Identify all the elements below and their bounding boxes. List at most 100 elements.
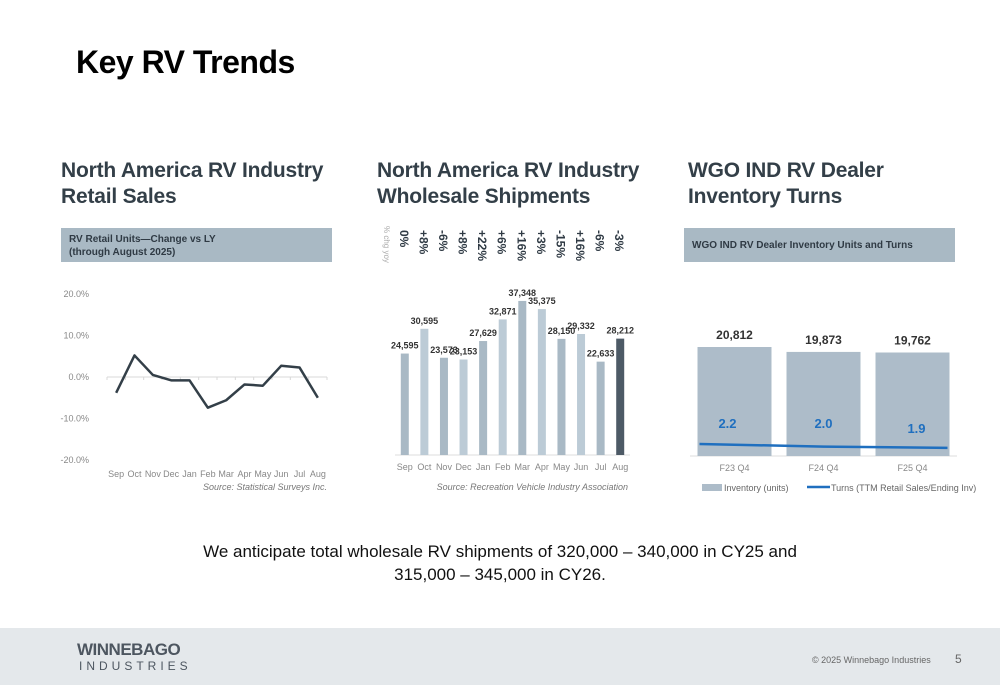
inventory-combo-chart: 20,812 F23 Q4 19,873 F24 Q4 19,762 F25 Q4 2.2 2… <box>690 328 976 493</box>
inventory-bar <box>697 347 772 456</box>
yoy-change-label: -15% <box>553 230 567 258</box>
bar-value-label: 37,348 <box>509 288 537 298</box>
inventory-value-label: 20,812 <box>716 328 753 342</box>
turns-value-label: 2.0 <box>814 416 832 431</box>
bar-value-label: 27,629 <box>469 328 497 338</box>
y-tick-label: -10.0% <box>60 414 89 424</box>
yoy-change-label: -6% <box>436 230 450 252</box>
x-tick-label: Feb <box>495 462 511 472</box>
x-tick-label: May <box>553 462 571 472</box>
yoy-change-label: +22% <box>475 230 489 261</box>
retail-line-chart: 20.0% 10.0% 0.0% -10.0% -20.0% Sep Oct Nov Dec Ja… <box>60 289 328 492</box>
yoy-change-label: +8% <box>456 230 470 255</box>
shipment-bar <box>498 319 507 455</box>
copyright-text: © 2025 Winnebago Industries <box>812 655 931 665</box>
yoy-change-label: -3% <box>612 230 626 252</box>
yoy-change-label: +16% <box>573 230 587 261</box>
chart-source: Source: Recreation Vehicle Industry Asso… <box>437 482 628 492</box>
bar-value-label: 23,153 <box>450 346 478 356</box>
inventory-value-label: 19,762 <box>894 333 931 347</box>
x-tick-label: Jul <box>595 462 607 472</box>
x-tick-label: Apr <box>535 462 549 472</box>
bar-value-label: 24,595 <box>391 341 419 351</box>
wholesale-title-line2: Wholesale Shipments <box>377 185 591 208</box>
x-tick-label: Apr <box>237 469 251 479</box>
x-tick-label: Sep <box>108 469 124 479</box>
x-tick-label: Jul <box>294 469 306 479</box>
footer-bar <box>0 628 1000 685</box>
yoy-change-label: +3% <box>534 230 548 255</box>
bar-value-label: 28,150 <box>548 326 576 336</box>
inventory-bar <box>786 351 861 456</box>
inventory-title-line1: WGO IND RV Dealer <box>688 159 884 182</box>
bar-value-label: 22,633 <box>587 349 615 359</box>
x-tick-label: F24 Q4 <box>808 463 838 473</box>
x-tick-label: Nov <box>436 462 453 472</box>
legend-turns-label: Turns (TTM Retail Sales/Ending Inv) <box>831 483 976 493</box>
yoy-change-label: +16% <box>514 230 528 261</box>
x-tick-label: May <box>254 469 272 479</box>
wholesale-section-title: North America RV Industry Wholesale Ship… <box>377 158 639 210</box>
shipment-bar <box>537 309 546 455</box>
y-tick-label: 0.0% <box>68 372 89 382</box>
yoy-change-label: +6% <box>495 230 509 255</box>
company-logo-wordmark: WINNEBAGO <box>77 640 181 659</box>
x-tick-label: Oct <box>127 469 142 479</box>
x-tick-label: Mar <box>218 469 234 479</box>
shipment-bar <box>439 357 448 455</box>
x-tick-label: F25 Q4 <box>897 463 927 473</box>
shipment-bar <box>400 353 409 455</box>
turns-value-label: 1.9 <box>907 421 925 436</box>
shipment-bar <box>479 341 488 455</box>
shipment-bar <box>577 334 586 455</box>
retail-title-line1: North America RV Industry <box>61 159 324 182</box>
legend-inventory-label: Inventory (units) <box>724 483 789 493</box>
x-tick-label: Aug <box>310 469 326 479</box>
bar-value-label: 30,595 <box>411 316 439 326</box>
bar-value-label: 32,871 <box>489 306 517 316</box>
bar-value-label: 29,332 <box>567 321 595 331</box>
turns-value-label: 2.2 <box>718 416 736 431</box>
x-tick-label: Oct <box>417 462 432 472</box>
legend-inventory-swatch <box>702 484 722 491</box>
yoy-change-label: -6% <box>593 230 607 252</box>
retail-banner-line2: (through August 2025) <box>69 247 176 258</box>
turns-line <box>699 442 948 450</box>
inventory-value-label: 19,873 <box>805 333 842 347</box>
x-tick-label: Jun <box>274 469 289 479</box>
x-tick-label: Dec <box>456 462 473 472</box>
shipment-bar <box>518 300 527 455</box>
x-tick-label: Jan <box>182 469 197 479</box>
inventory-bar <box>875 352 950 456</box>
x-tick-label: Aug <box>612 462 628 472</box>
retail-title-line2: Retail Sales <box>61 185 177 208</box>
shipment-bar <box>420 328 429 455</box>
shipment-bar <box>459 359 468 455</box>
chart-source: Source: Statistical Surveys Inc. <box>203 482 327 492</box>
outlook-line2: 315,000 – 345,000 in CY26. <box>394 565 606 584</box>
company-logo-subtitle: INDUSTRIES <box>79 659 192 673</box>
wholesale-bar-chart: % chg yoy 0% +8% -6% +8% +22% +6% +16% +3% -15% +1… <box>382 226 634 492</box>
page-number: 5 <box>955 652 962 666</box>
retail-change-line <box>115 354 319 409</box>
x-tick-label: Mar <box>515 462 531 472</box>
inventory-title-line2: Inventory Turns <box>688 185 843 208</box>
bar-value-label: 23,573 <box>430 345 458 355</box>
y-tick-label: 10.0% <box>63 331 89 341</box>
yoy-change-label: 0% <box>397 230 411 248</box>
bar-value-label: 35,375 <box>528 296 556 306</box>
x-tick-label: Sep <box>397 462 413 472</box>
y-tick-label: -20.0% <box>60 455 89 465</box>
shipment-bar <box>596 361 605 455</box>
page-title: Key RV Trends <box>76 44 295 80</box>
bar-value-label: 28,212 <box>606 326 634 336</box>
retail-banner-line1: RV Retail Units—Change vs LY <box>69 234 216 245</box>
inventory-chart-banner: WGO IND RV Dealer Inventory Units and Tu… <box>684 228 955 262</box>
shipment-bar <box>557 338 566 455</box>
retail-section-title: North America RV Industry Retail Sales <box>61 158 323 210</box>
y-tick-label: 20.0% <box>63 289 89 299</box>
x-tick-label: Jun <box>574 462 589 472</box>
x-tick-label: Dec <box>163 469 180 479</box>
x-tick-label: Nov <box>145 469 162 479</box>
x-tick-label: Feb <box>200 469 216 479</box>
